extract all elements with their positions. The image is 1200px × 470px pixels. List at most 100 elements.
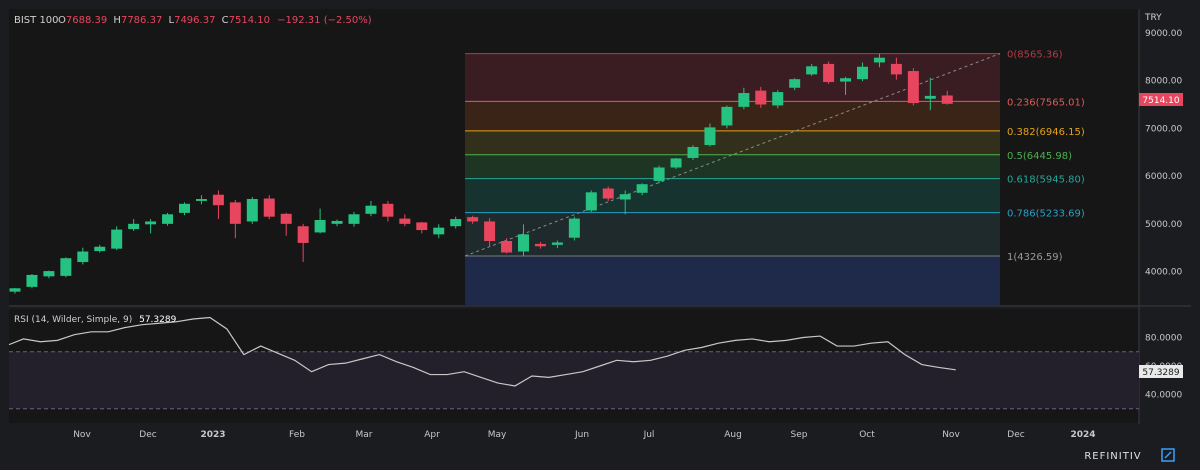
rsi-tick-label-0: 80.0000	[1145, 334, 1182, 344]
rsi-line	[8, 316, 956, 387]
fib-label-4: 0.618(5945.80)	[1007, 175, 1085, 186]
x-tick-label-7: Jun	[574, 430, 589, 440]
fib-label-2: 0.382(6946.15)	[1007, 127, 1085, 138]
y-tick-label-4: 5000.00	[1145, 220, 1182, 230]
time-x-axis: Nov Dec 2023 Feb Mar Apr May Jun Jul Aug Sep Oct Nov…	[73, 430, 1095, 440]
candle-body-5	[94, 246, 106, 252]
candle-body-44	[755, 90, 767, 105]
ohlc-legend: O7688.39 H7786.37 L7496.37 C7514.10 −192…	[58, 15, 372, 26]
last-price-label: 7514.10	[1142, 96, 1179, 106]
candle-body-37	[636, 184, 648, 193]
x-tick-label-13: Dec	[1007, 430, 1024, 440]
close-value: 7514.10	[229, 15, 270, 26]
close-label: C	[222, 15, 229, 26]
candle-body-8	[145, 221, 157, 225]
x-tick-label-9: Aug	[724, 430, 742, 440]
x-tick-label-5: Apr	[424, 430, 440, 440]
candle-body-7	[128, 223, 140, 230]
candle-body-31	[534, 243, 546, 247]
y-tick-label-3: 6000.00	[1145, 172, 1182, 182]
price-axis[interactable]	[1139, 9, 1191, 305]
price-y-axis: 9000.00 8000.00 7000.00 6000.00 5000.00 4000.…	[1145, 29, 1182, 278]
low-label: L	[169, 15, 175, 26]
candle-body-2	[43, 271, 55, 277]
candle-body-55	[941, 95, 953, 104]
change-value: −192.31 (−2.50%)	[277, 15, 372, 26]
candle-body-41	[704, 127, 716, 146]
rsi-value-tag	[1139, 365, 1183, 378]
candle-body-6	[111, 229, 123, 249]
rsi-tick-label-2: 40.0000	[1145, 391, 1182, 401]
candle-body-34	[585, 192, 597, 211]
fib-zone-below	[465, 255, 1000, 305]
open-label: O	[58, 15, 66, 26]
candle-body-4	[77, 251, 89, 263]
fib-zone-0	[465, 53, 1000, 102]
open-value: 7688.39	[66, 15, 107, 26]
x-tick-label-10: Sep	[791, 430, 808, 440]
y-tick-label-5: 4000.00	[1145, 268, 1182, 278]
candle-body-0	[9, 288, 21, 292]
candle-body-46	[789, 79, 801, 88]
candle-body-14	[246, 199, 258, 222]
fib-label-3: 0.5(6445.98)	[1007, 151, 1072, 162]
fib-zone-2	[465, 130, 1000, 155]
symbol-label: BIST 100	[14, 15, 59, 26]
candle-body-30	[518, 234, 529, 252]
fib-zone-4	[465, 178, 1000, 213]
currency-label: TRY	[1144, 13, 1162, 23]
candle-body-49	[840, 78, 852, 82]
candle-body-27	[467, 217, 479, 222]
candle-body-38	[653, 167, 665, 181]
x-tick-label-6: May	[488, 430, 507, 440]
candle-body-17	[297, 226, 309, 243]
x-tick-label-3: Feb	[289, 430, 305, 440]
candle-body-15	[263, 198, 275, 217]
rsi-band	[9, 351, 1139, 409]
high-value: 7786.37	[121, 15, 162, 26]
candle-body-53	[907, 71, 919, 104]
candle-body-1	[26, 274, 38, 287]
fibonacci-retracement[interactable]: 0(8565.36) 0.236(7565.01) 0.382(6946.15) 0.…	[465, 50, 1085, 305]
candle-body-35	[602, 188, 614, 199]
refinitiv-logo-icon	[1161, 448, 1175, 462]
rsi-legend: RSI (14, Wilder, Simple, 9) 57.3289	[14, 315, 177, 325]
candle-body-18	[314, 220, 326, 233]
x-tick-label-14: 2024	[1070, 430, 1095, 440]
candle-body-32	[551, 242, 563, 245]
fib-zone-1	[465, 101, 1000, 131]
last-price-tag	[1139, 93, 1183, 106]
candle-body-12	[212, 194, 224, 206]
y-tick-label-0: 9000.00	[1145, 29, 1182, 39]
fib-label-6: 1(4326.59)	[1007, 252, 1063, 263]
candle-body-52	[890, 63, 902, 75]
fib-label-1: 0.236(7565.01)	[1007, 97, 1085, 108]
candle-body-50	[857, 66, 868, 80]
rsi-value-tag-label: 57.3289	[1142, 368, 1179, 378]
rsi-label: RSI (14, Wilder, Simple, 9)	[14, 315, 132, 325]
candle-body-40	[687, 146, 699, 158]
candle-body-47	[806, 66, 818, 75]
candle-body-20	[348, 214, 360, 224]
candle-body-33	[568, 218, 580, 238]
candles	[9, 53, 953, 294]
branding-label: REFINITIV	[1084, 451, 1141, 462]
x-tick-label-11: Oct	[859, 430, 875, 440]
candle-body-54	[924, 95, 936, 99]
candle-body-3	[60, 258, 72, 276]
candle-body-10	[179, 203, 190, 213]
fib-label-0: 0(8565.36)	[1007, 50, 1063, 61]
candle-body-29	[501, 241, 513, 253]
low-value: 7496.37	[174, 15, 215, 26]
candle-body-22	[382, 203, 394, 217]
high-label: H	[113, 15, 121, 26]
fib-zone-5	[465, 212, 1000, 256]
y-tick-label-1: 8000.00	[1145, 77, 1182, 87]
candle-body-39	[670, 158, 682, 168]
candle-body-48	[823, 63, 835, 83]
candle-body-23	[399, 218, 411, 224]
y-tick-label-2: 7000.00	[1145, 124, 1182, 134]
